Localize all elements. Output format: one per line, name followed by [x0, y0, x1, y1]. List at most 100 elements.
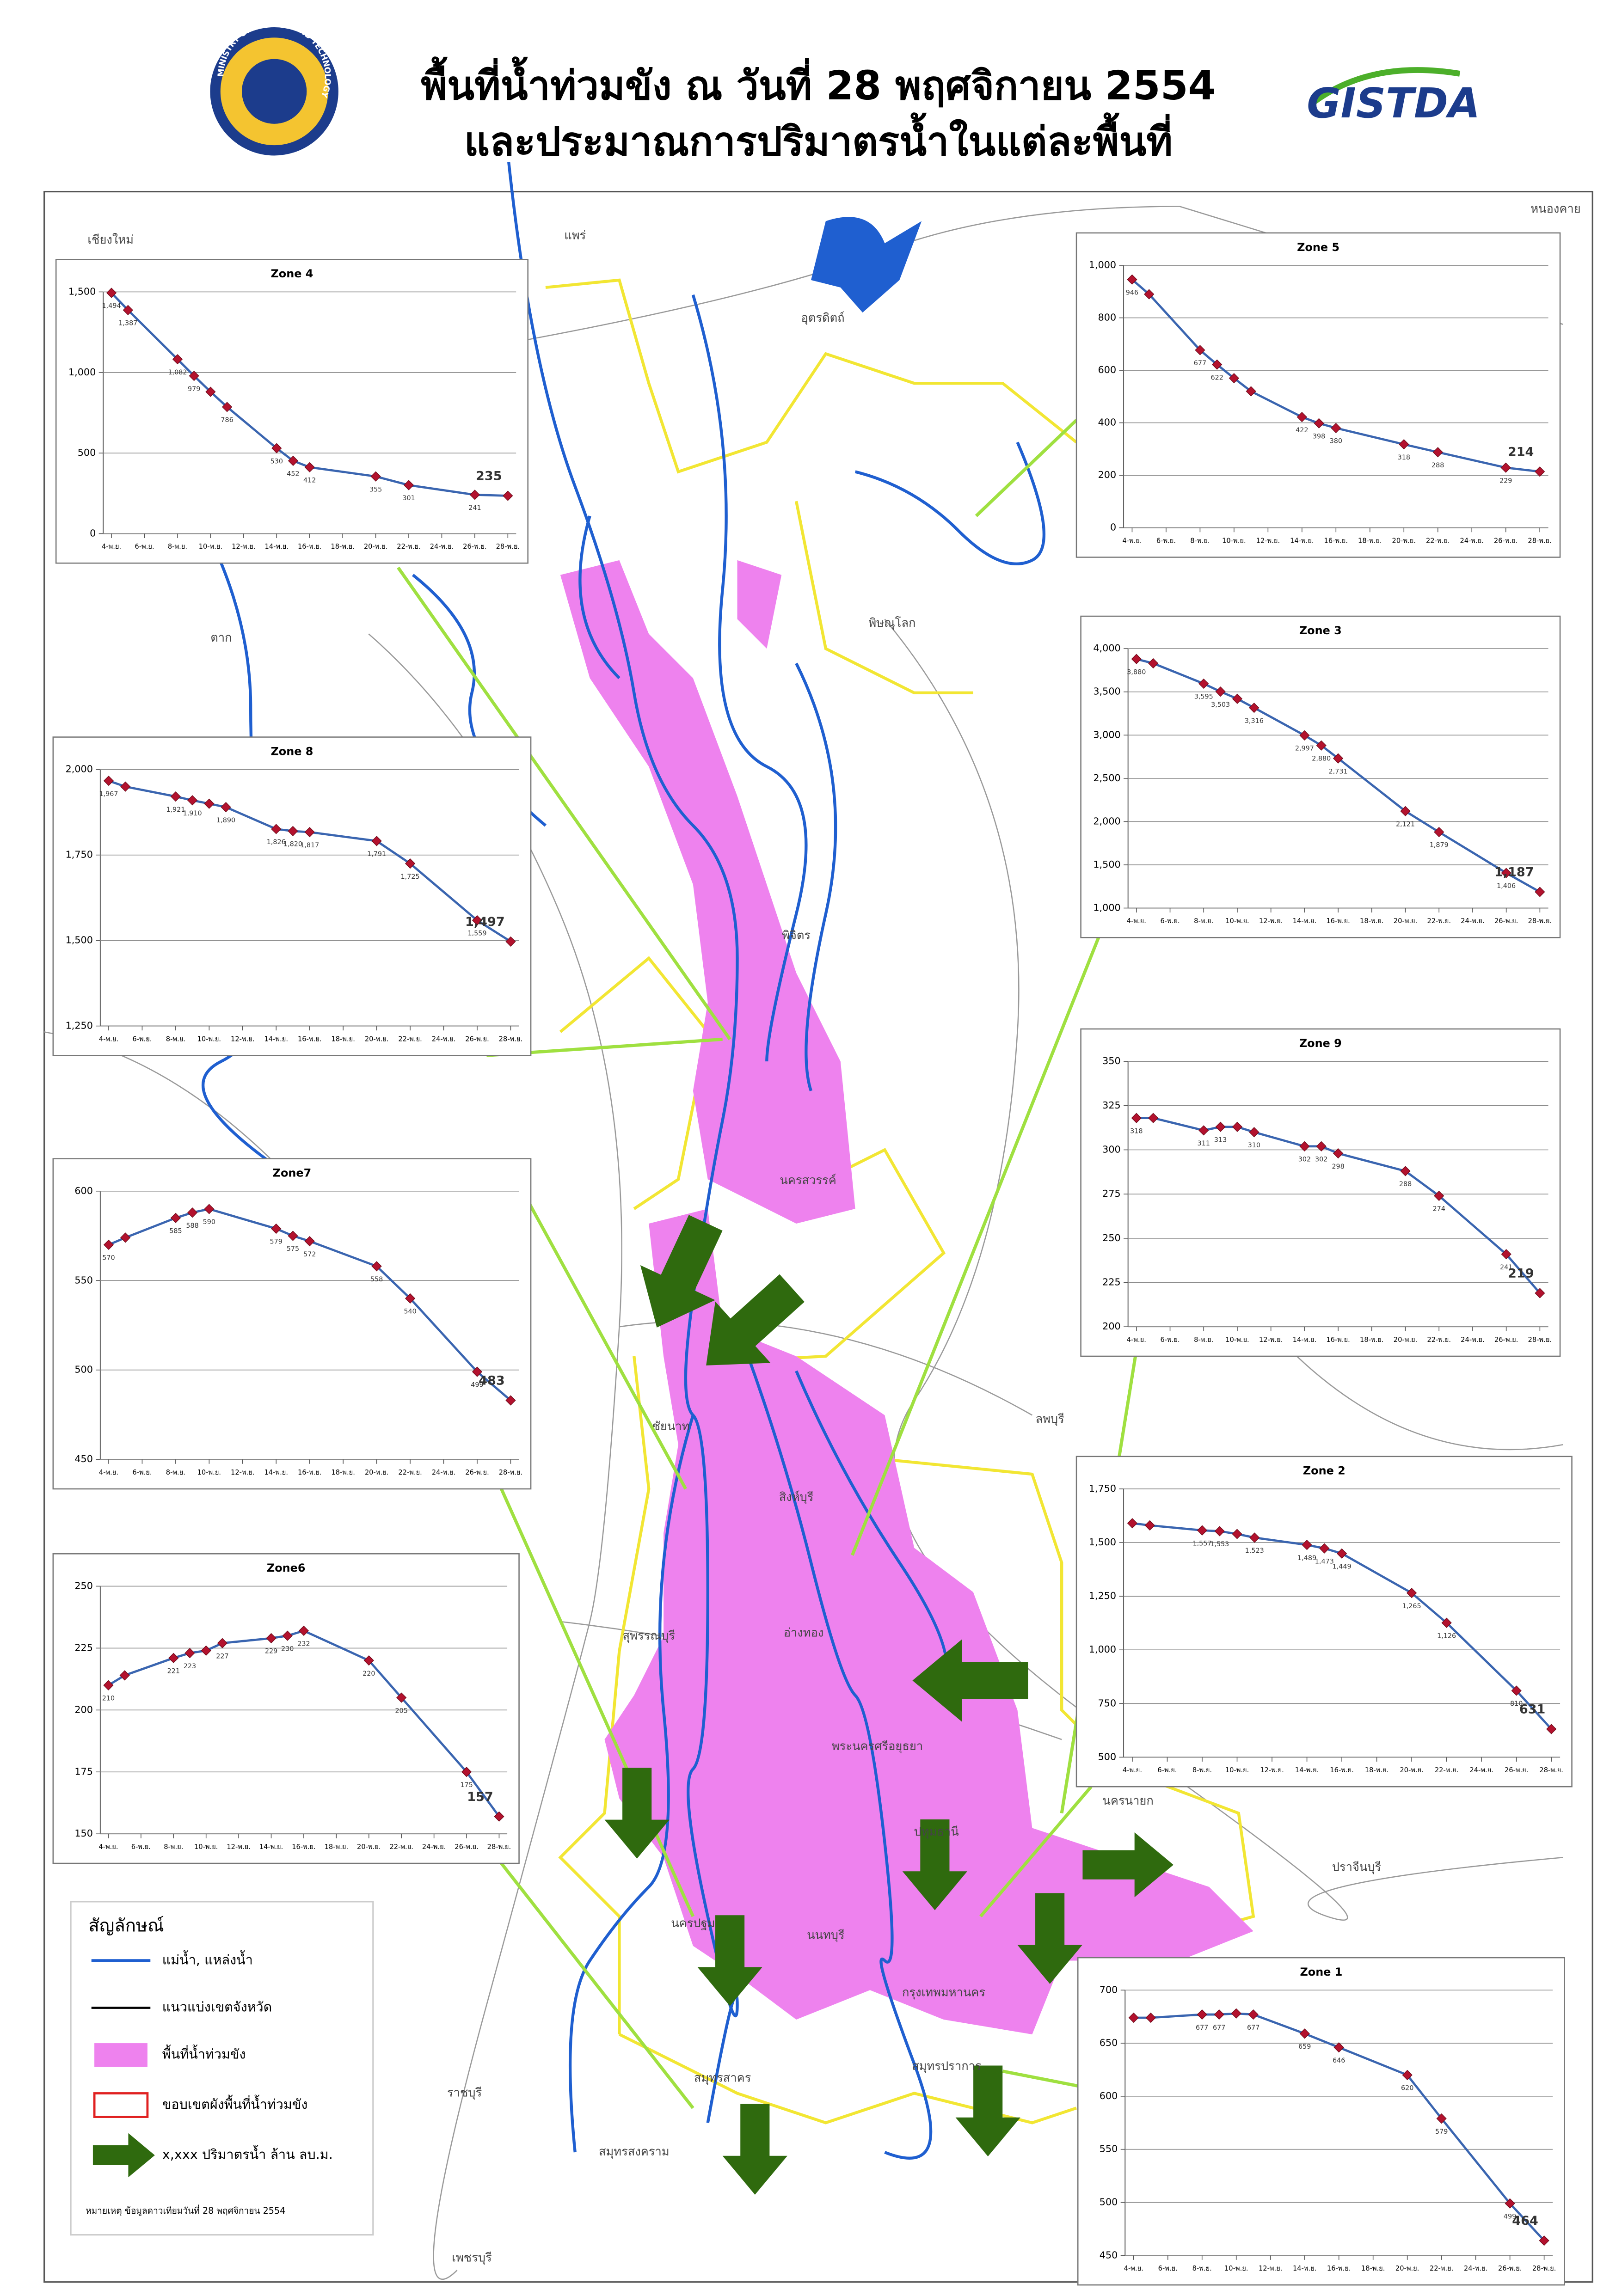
logo-swoosh — [1310, 67, 1461, 106]
data-point — [119, 1670, 130, 1681]
x-tick-label: 28-พ.ย. — [1539, 1766, 1563, 1774]
x-tick-label: 18-พ.ย. — [1358, 537, 1382, 545]
value-label: 3,316 — [1245, 717, 1264, 725]
chart-frame — [1080, 1028, 1561, 1357]
data-point — [187, 1207, 198, 1218]
x-tick-label: 4-พ.ย. — [102, 543, 121, 551]
x-tick-label: 6-พ.ย. — [1156, 537, 1176, 545]
y-tick-label: 275 — [1102, 1188, 1121, 1199]
y-tick-label: 400 — [1098, 417, 1117, 428]
y-tick-label: 200 — [1102, 1321, 1121, 1332]
value-label: 786 — [221, 416, 233, 424]
chart-frame — [1077, 1957, 1565, 2286]
value-label: 1,557 — [1192, 1540, 1211, 1547]
data-point — [405, 1293, 416, 1304]
x-tick-label: 22-พ.ย. — [1435, 1766, 1459, 1774]
value-label: 1,265 — [1402, 1603, 1421, 1610]
data-point — [1249, 703, 1260, 713]
value-label: 412 — [303, 477, 316, 484]
zone-chart: Zone7 450 500 550 600 4-พ.ย. 6-พ.ย. 8-พ.ย. 10-พ.… — [52, 1158, 532, 1490]
data-point — [472, 1366, 483, 1377]
zone-chart: Zone6 150 175 200 225 250 4-พ.ย. 6-พ.ย. 8-พ.ย. 10… — [52, 1553, 520, 1864]
x-tick-label: 24-พ.ย. — [1461, 917, 1485, 925]
y-tick-label: 200 — [74, 1704, 93, 1715]
y-tick-label: 325 — [1102, 1100, 1121, 1111]
place-label: สมุทรสงคราม — [599, 2145, 670, 2159]
x-tick-label: 4-พ.ย. — [99, 1469, 118, 1476]
value-label: 464 — [1512, 2214, 1538, 2228]
data-point — [217, 1638, 228, 1648]
x-tick-label: 4-พ.ย. — [1127, 1336, 1146, 1344]
data-point — [1434, 1190, 1444, 1201]
x-tick-label: 12-พ.ย. — [232, 543, 256, 551]
value-label: 2,731 — [1329, 768, 1348, 775]
data-point — [1232, 1121, 1243, 1132]
legend-box — [70, 1901, 374, 2236]
x-tick-label: 26-พ.ย. — [1498, 2265, 1522, 2272]
chart-title: Zone 4 — [270, 267, 313, 280]
zone-chart: Zone 3 1,000 1,500 2,000 2,500 3,000 3,500 4,00… — [1080, 615, 1561, 938]
value-label: 1,820 — [283, 841, 302, 848]
value-label: 311 — [1198, 1140, 1210, 1147]
x-tick-label: 4-พ.ย. — [98, 1843, 118, 1851]
chart-title: Zone 9 — [1299, 1037, 1342, 1050]
value-label: 274 — [1433, 1206, 1445, 1213]
legend-label: แนวแบ่งเขตจังหวัด — [162, 1999, 272, 2015]
value-label: 1,879 — [1430, 842, 1449, 849]
place-label: นครสวรรค์ — [780, 1173, 836, 1187]
value-label: 1,817 — [300, 842, 319, 849]
x-tick-label: 18-พ.ย. — [1361, 2265, 1385, 2272]
value-label: 1,826 — [267, 839, 286, 846]
x-tick-label: 6-พ.ย. — [1160, 917, 1180, 925]
x-tick-label: 28-พ.ย. — [496, 543, 520, 551]
legend-label: ขอบเขตผังพื้นที่น้ำท่วมขัง — [162, 2095, 308, 2112]
data-point — [103, 1680, 114, 1690]
logo-emblem — [242, 59, 307, 124]
value-label: 659 — [1298, 2043, 1311, 2051]
y-tick-label: 1,500 — [1093, 859, 1120, 870]
x-tick-label: 20-พ.ย. — [365, 1035, 389, 1043]
value-label: 223 — [184, 1663, 196, 1670]
x-tick-label: 24-พ.ย. — [432, 1469, 456, 1476]
x-tick-label: 22-พ.ย. — [398, 1035, 422, 1043]
data-point — [1331, 422, 1341, 434]
x-tick-label: 6-พ.ย. — [132, 1469, 152, 1476]
value-label: 235 — [476, 469, 502, 484]
value-label: 646 — [1333, 2057, 1345, 2064]
y-tick-label: 650 — [1100, 2037, 1118, 2048]
data-point — [1535, 1288, 1545, 1298]
value-label: 622 — [1210, 374, 1223, 381]
data-point — [403, 480, 414, 490]
y-tick-label: 600 — [1098, 364, 1117, 375]
value-label: 2,997 — [1295, 745, 1314, 753]
x-tick-label: 4-พ.ย. — [1124, 2265, 1143, 2272]
value-label: 1,497 — [465, 915, 505, 929]
x-tick-label: 26-พ.ย. — [455, 1843, 479, 1851]
data-point — [472, 915, 483, 926]
data-point — [1198, 1125, 1209, 1136]
data-point — [1229, 373, 1239, 384]
chart-frame — [55, 259, 528, 564]
data-point — [1232, 693, 1243, 704]
value-label: 3,503 — [1211, 701, 1230, 709]
place-label: อ่างทอง — [784, 1626, 824, 1640]
header: MINISTRY OF SCIENCE AND TECHNOLOGY พื้นท… — [210, 19, 1480, 165]
data-point — [1501, 868, 1511, 878]
chart-frame — [52, 736, 532, 1056]
x-tick-label: 10-พ.ย. — [1222, 537, 1246, 545]
data-point — [1501, 1249, 1511, 1260]
data-point — [298, 1625, 309, 1636]
title-line: และประมาณการปริมาตรน้ำในแต่ละพื้นที่ — [464, 112, 1173, 165]
data-point — [1314, 418, 1324, 429]
data-point — [168, 1653, 179, 1663]
place-label: ตาก — [210, 631, 232, 645]
data-point — [1127, 274, 1137, 285]
place-label: ชัยนาท — [652, 1420, 690, 1433]
x-tick-label: 24-พ.ย. — [430, 543, 454, 551]
value-label: 1,406 — [1497, 882, 1516, 890]
x-tick-label: 14-พ.ย. — [264, 1469, 288, 1476]
data-point — [1333, 753, 1344, 764]
data-point — [1333, 2042, 1344, 2053]
data-point — [371, 1261, 382, 1272]
x-tick-label: 8-พ.ย. — [164, 1843, 183, 1851]
